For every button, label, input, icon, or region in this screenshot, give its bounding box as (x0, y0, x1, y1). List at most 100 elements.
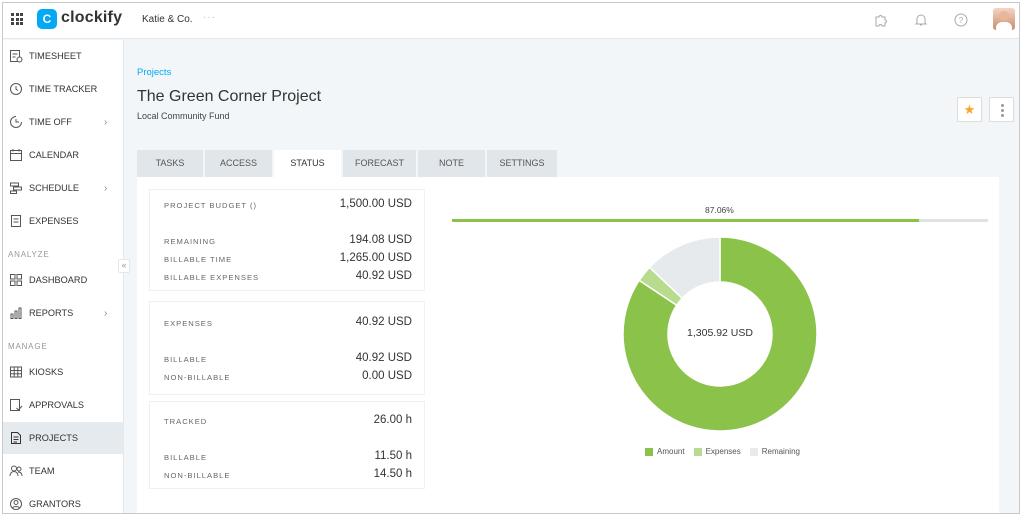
help-icon[interactable]: ? (953, 12, 969, 28)
sidebar-item-label: SCHEDULE (29, 183, 80, 193)
sidebar-item-kiosks[interactable]: KIOSKS (3, 356, 124, 388)
budget-card: PROJECT BUDGET () 1,500.00 USD REMAINING 1… (149, 189, 425, 291)
legend-label: Amount (657, 447, 685, 456)
sidebar: TIMESHEET TIME TRACKER TIME OFF › CALEND… (3, 40, 124, 513)
legend-swatch (693, 447, 702, 456)
section-label-analyze: ANALYZE (8, 250, 50, 259)
row-value: 1,500.00 USD (339, 198, 412, 210)
row-label: NON-BILLABLE (164, 373, 231, 382)
sidebar-item-reports[interactable]: REPORTS › (3, 297, 124, 329)
row-value: 40.92 USD (355, 316, 412, 328)
row-value: 40.92 USD (355, 352, 412, 364)
workspace-more-icon[interactable]: ··· (203, 12, 216, 23)
legend-item-expenses[interactable]: Expenses (693, 447, 741, 456)
tab-settings[interactable]: SETTINGS (487, 150, 557, 177)
chart-legend: Amount Expenses Remaining (645, 447, 800, 456)
budget-progress-bar (452, 219, 988, 222)
expenses-row: EXPENSES 40.92 USD (150, 316, 426, 332)
row-value: 14.50 h (373, 468, 412, 480)
sidebar-item-label: APPROVALS (29, 400, 84, 410)
row-value: 26.00 h (373, 414, 412, 426)
tracked-row: TRACKED 26.00 h (150, 414, 426, 430)
billable-expenses-row: BILLABLE EXPENSES 40.92 USD (150, 270, 426, 286)
dashboard-icon (10, 274, 22, 286)
more-options-button[interactable] (989, 97, 1014, 122)
sidebar-item-expenses[interactable]: EXPENSES (3, 205, 124, 237)
row-label: NON-BILLABLE (164, 471, 231, 480)
row-label: BILLABLE (164, 453, 208, 462)
slice-remaining[interactable] (648, 236, 721, 300)
chevron-right-icon: › (104, 117, 108, 128)
tab-access[interactable]: ACCESS (205, 150, 272, 177)
sidebar-item-projects[interactable]: PROJECTS (3, 422, 124, 454)
budget-progress-label: 87.06% (705, 205, 734, 215)
legend-item-remaining[interactable]: Remaining (749, 447, 800, 456)
row-label: PROJECT BUDGET () (164, 201, 258, 210)
sidebar-item-approvals[interactable]: APPROVALS (3, 389, 124, 421)
top-bar: C clockify Katie & Co. ··· ? (3, 3, 1019, 39)
row-label: BILLABLE EXPENSES (164, 273, 260, 282)
row-label: TRACKED (164, 417, 208, 426)
non-billable-hours-row: NON-BILLABLE 14.50 h (150, 468, 426, 484)
breadcrumb[interactable]: Projects (137, 67, 172, 78)
schedule-icon (10, 182, 22, 194)
donut-center-value: 1,305.92 USD (687, 327, 753, 339)
favorite-star-button[interactable]: ★ (957, 97, 982, 122)
sidebar-item-calendar[interactable]: CALENDAR (3, 139, 124, 171)
row-value: 40.92 USD (355, 270, 412, 282)
sidebar-item-schedule[interactable]: SCHEDULE › (3, 172, 124, 204)
legend-label: Expenses (705, 447, 741, 456)
sidebar-collapse-button[interactable]: « (118, 259, 130, 273)
legend-swatch (645, 447, 653, 456)
sidebar-item-team[interactable]: TEAM (3, 455, 124, 487)
workspace-name[interactable]: Katie & Co. (142, 14, 193, 25)
section-label-manage: MANAGE (8, 342, 48, 351)
tracked-card: TRACKED 26.00 h BILLABLE 11.50 h NON-BILLA… (149, 401, 425, 489)
apps-grid-icon[interactable] (11, 13, 23, 25)
budget-progress-fill (452, 219, 919, 222)
row-value: 194.08 USD (349, 234, 412, 246)
sidebar-item-label: TIME OFF (29, 117, 72, 127)
approvals-icon (10, 399, 23, 411)
sidebar-item-label: CALENDAR (29, 150, 80, 160)
row-value: 11.50 h (374, 450, 412, 462)
clock-off-icon (10, 116, 22, 128)
slice-amount[interactable] (622, 236, 818, 432)
row-label: BILLABLE (164, 355, 208, 364)
tab-tasks[interactable]: TASKS (137, 150, 203, 177)
user-avatar[interactable] (993, 8, 1015, 30)
tab-note[interactable]: NOTE (418, 150, 485, 177)
chevron-right-icon: › (104, 183, 108, 194)
row-value: 0.00 USD (362, 370, 412, 382)
document-icon (11, 432, 21, 444)
row-value: 1,265.00 USD (339, 252, 412, 264)
bar-chart-icon (10, 307, 22, 319)
budget-donut-chart (622, 236, 818, 432)
row-label: REMAINING (164, 237, 217, 246)
budget-row: PROJECT BUDGET () 1,500.00 USD (150, 198, 426, 214)
sidebar-item-timesheet[interactable]: TIMESHEET (3, 40, 124, 72)
timesheet-icon (10, 50, 23, 63)
puzzle-icon[interactable] (873, 12, 889, 28)
page-title: The Green Corner Project (137, 88, 322, 105)
clock-icon (10, 83, 22, 95)
row-label: EXPENSES (164, 319, 213, 328)
sidebar-item-label: PROJECTS (29, 433, 79, 443)
bell-icon[interactable] (913, 12, 929, 28)
sidebar-item-time-tracker[interactable]: TIME TRACKER (3, 73, 124, 105)
tab-forecast[interactable]: FORECAST (343, 150, 416, 177)
kiosk-icon (10, 366, 22, 378)
tab-status[interactable]: STATUS (274, 150, 341, 177)
sidebar-item-time-off[interactable]: TIME OFF › (3, 106, 124, 138)
sidebar-item-label: GRANTORS (29, 499, 81, 509)
legend-item-amount[interactable]: Amount (645, 447, 685, 456)
sidebar-item-label: TIMESHEET (29, 51, 82, 61)
sidebar-item-dashboard[interactable]: DASHBOARD (3, 264, 124, 296)
sidebar-item-label: TIME TRACKER (29, 84, 98, 94)
sidebar-item-label: KIOSKS (29, 367, 64, 377)
sidebar-item-grantors[interactable]: GRANTORS (3, 488, 124, 513)
remaining-row: REMAINING 194.08 USD (150, 234, 426, 250)
svg-text:?: ? (959, 16, 964, 25)
sidebar-item-label: TEAM (29, 466, 55, 476)
